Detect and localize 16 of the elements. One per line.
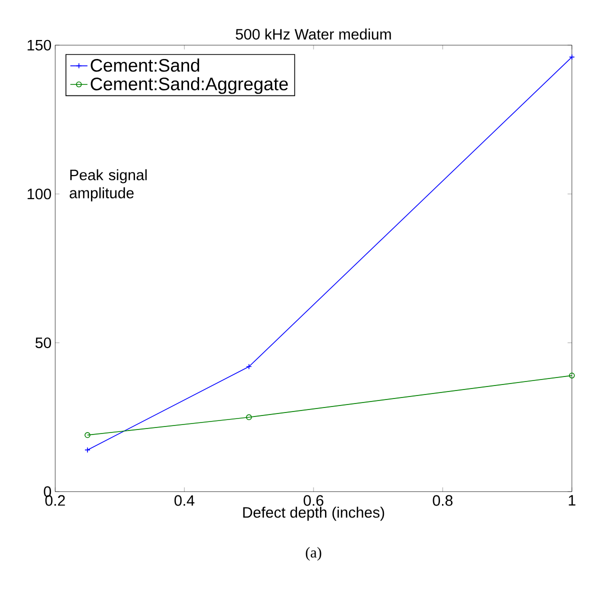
x-axis-title: Defect depth (inches) [243,506,384,521]
point [246,414,252,420]
x-tick-label: 0.4 [174,495,194,506]
chart-title: 500 kHz Water medium [236,28,391,40]
x-tick-label: 0.2 [45,495,65,506]
legend-label: Cement:Sand [90,58,200,72]
y-tick-label: 150 [28,40,52,50]
y-axis-title: Peak signal amplitude [70,169,147,202]
y-tick-label: 50 [36,337,52,348]
x-tick-label: 1 [568,495,576,506]
x-tick-label: 0.8 [432,495,453,506]
y-tick-label: 100 [28,188,52,200]
legend-label: Cement:Sand:Aggregate [90,77,288,94]
text: (a) [306,547,322,561]
point [246,364,252,370]
x-tick-label: 0.6 [304,495,324,506]
